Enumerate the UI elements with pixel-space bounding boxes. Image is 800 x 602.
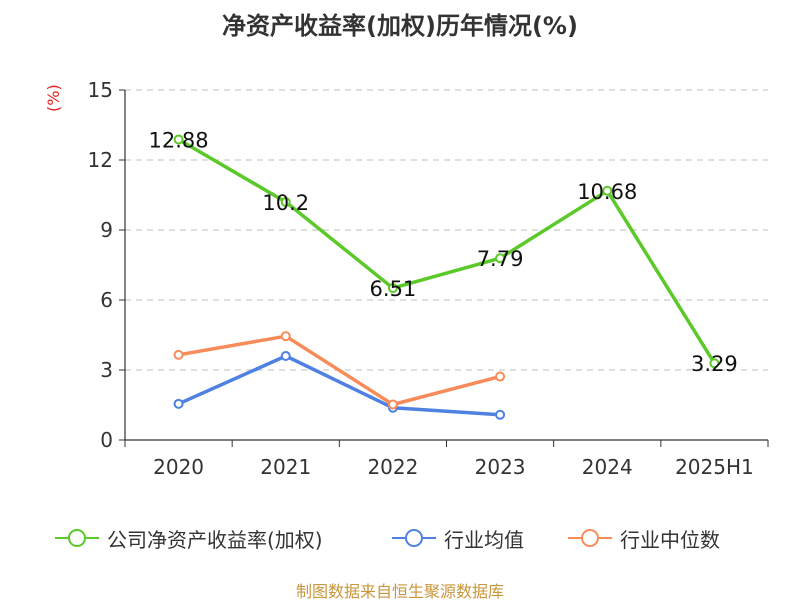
data-point bbox=[173, 398, 184, 409]
data-point bbox=[602, 185, 613, 196]
data-point bbox=[387, 399, 398, 410]
data-label: 12.88 bbox=[149, 128, 209, 152]
data-point bbox=[280, 197, 291, 207]
data-point bbox=[495, 371, 506, 382]
legend-swatch bbox=[392, 529, 436, 547]
data-label: 6.51 bbox=[370, 277, 417, 301]
y-tick-label: 6 bbox=[100, 288, 113, 312]
legend-swatch-marker bbox=[405, 529, 423, 547]
data-label: 7.79 bbox=[477, 247, 524, 271]
data-point bbox=[495, 253, 506, 264]
x-tick-label: 2022 bbox=[367, 455, 418, 479]
legend-item[interactable]: 行业均值 bbox=[392, 518, 524, 558]
y-tick-label: 3 bbox=[100, 358, 113, 382]
data-point bbox=[280, 351, 291, 361]
legend-swatch-marker bbox=[68, 529, 86, 547]
data-source-note: 制图数据来自恒生聚源数据库 bbox=[295, 582, 504, 601]
series-line-2 bbox=[178, 334, 501, 407]
data-point bbox=[173, 134, 184, 145]
x-tick-label: 2023 bbox=[475, 455, 526, 479]
line-chart: 0 3 6 9 12 15 2020 2021 2022 2023 2024 2025H1 12.88… bbox=[88, 78, 769, 479]
data-point bbox=[280, 331, 291, 342]
x-tick-label: 2024 bbox=[582, 455, 633, 479]
data-label: 10.2 bbox=[262, 191, 309, 215]
legend-swatch bbox=[568, 529, 612, 547]
y-tick-label: 0 bbox=[100, 428, 113, 452]
legend-swatch bbox=[55, 529, 99, 547]
legend-label: 行业中位数 bbox=[620, 527, 720, 552]
data-point bbox=[709, 358, 720, 369]
series-layer bbox=[173, 134, 720, 420]
legend-item[interactable]: 行业中位数 bbox=[568, 518, 720, 558]
data-point bbox=[495, 409, 506, 420]
legend: 公司净资产收益率(加权) 行业均值 行业中位数 bbox=[0, 518, 800, 558]
y-tick-label: 12 bbox=[88, 148, 113, 172]
y-tick-label: 9 bbox=[100, 218, 113, 242]
series-line-0 bbox=[177, 137, 716, 365]
data-point bbox=[173, 349, 184, 360]
x-tick-label: 2020 bbox=[153, 455, 204, 479]
legend-swatch-marker bbox=[581, 529, 599, 547]
data-label: 3.29 bbox=[691, 352, 738, 376]
chart-title: 净资产收益率(加权)历年情况(%) bbox=[222, 12, 578, 40]
legend-item[interactable]: 公司净资产收益率(加权) bbox=[55, 518, 323, 558]
legend-label: 公司净资产收益率(加权) bbox=[107, 527, 323, 552]
data-point bbox=[387, 283, 398, 294]
data-labels: 12.88 10.2 6.51 7.79 10.68 3.29 bbox=[149, 128, 738, 376]
x-tick-label: 2025H1 bbox=[675, 455, 754, 479]
x-tick-label: 2021 bbox=[260, 455, 311, 479]
legend-label: 行业均值 bbox=[444, 527, 524, 552]
series-line-1 bbox=[177, 354, 501, 417]
y-tick-label: 15 bbox=[88, 78, 113, 102]
grid-lines bbox=[125, 89, 768, 371]
data-label: 10.68 bbox=[577, 180, 637, 204]
axes: 0 3 6 9 12 15 2020 2021 2022 2023 2024 2025H1 bbox=[88, 78, 769, 479]
